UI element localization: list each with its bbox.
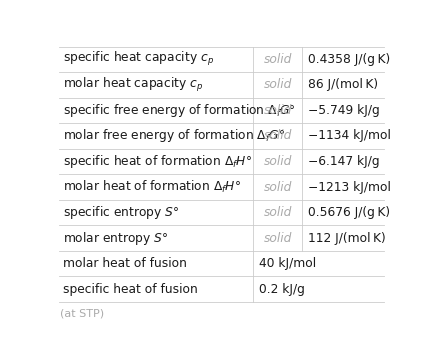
Text: solid: solid [263, 206, 292, 219]
Text: molar free energy of formation $\Delta_f G°$: molar free energy of formation $\Delta_f… [63, 127, 284, 144]
Text: molar heat capacity $c_p$: molar heat capacity $c_p$ [63, 76, 203, 94]
Text: −5.749 kJ/g: −5.749 kJ/g [308, 104, 379, 117]
Text: −1213 kJ/mol: −1213 kJ/mol [308, 180, 390, 193]
Text: specific entropy $S°$: specific entropy $S°$ [63, 204, 179, 221]
Text: 0.2 kJ/g: 0.2 kJ/g [260, 283, 305, 296]
Text: solid: solid [263, 78, 292, 91]
Text: specific heat of formation $\Delta_f H°$: specific heat of formation $\Delta_f H°$ [63, 153, 251, 170]
Text: solid: solid [263, 180, 292, 193]
Text: 0.5676 J/(g K): 0.5676 J/(g K) [308, 206, 390, 219]
Text: specific heat capacity $c_p$: specific heat capacity $c_p$ [63, 51, 214, 69]
Text: specific heat of fusion: specific heat of fusion [63, 283, 197, 296]
Text: −1134 kJ/mol: −1134 kJ/mol [308, 130, 390, 143]
Text: 112 J/(mol K): 112 J/(mol K) [308, 231, 385, 244]
Text: solid: solid [263, 53, 292, 66]
Text: molar heat of fusion: molar heat of fusion [63, 257, 187, 270]
Text: 40 kJ/mol: 40 kJ/mol [260, 257, 317, 270]
Text: solid: solid [263, 104, 292, 117]
Text: solid: solid [263, 130, 292, 143]
Text: solid: solid [263, 231, 292, 244]
Text: −6.147 kJ/g: −6.147 kJ/g [308, 155, 379, 168]
Text: solid: solid [263, 155, 292, 168]
Text: (at STP): (at STP) [60, 309, 104, 319]
Text: 86 J/(mol K): 86 J/(mol K) [308, 78, 378, 91]
Text: molar heat of formation $\Delta_f H°$: molar heat of formation $\Delta_f H°$ [63, 179, 241, 195]
Text: molar entropy $S°$: molar entropy $S°$ [63, 230, 168, 247]
Text: specific free energy of formation $\Delta_f G°$: specific free energy of formation $\Delt… [63, 102, 296, 119]
Text: 0.4358 J/(g K): 0.4358 J/(g K) [308, 53, 390, 66]
